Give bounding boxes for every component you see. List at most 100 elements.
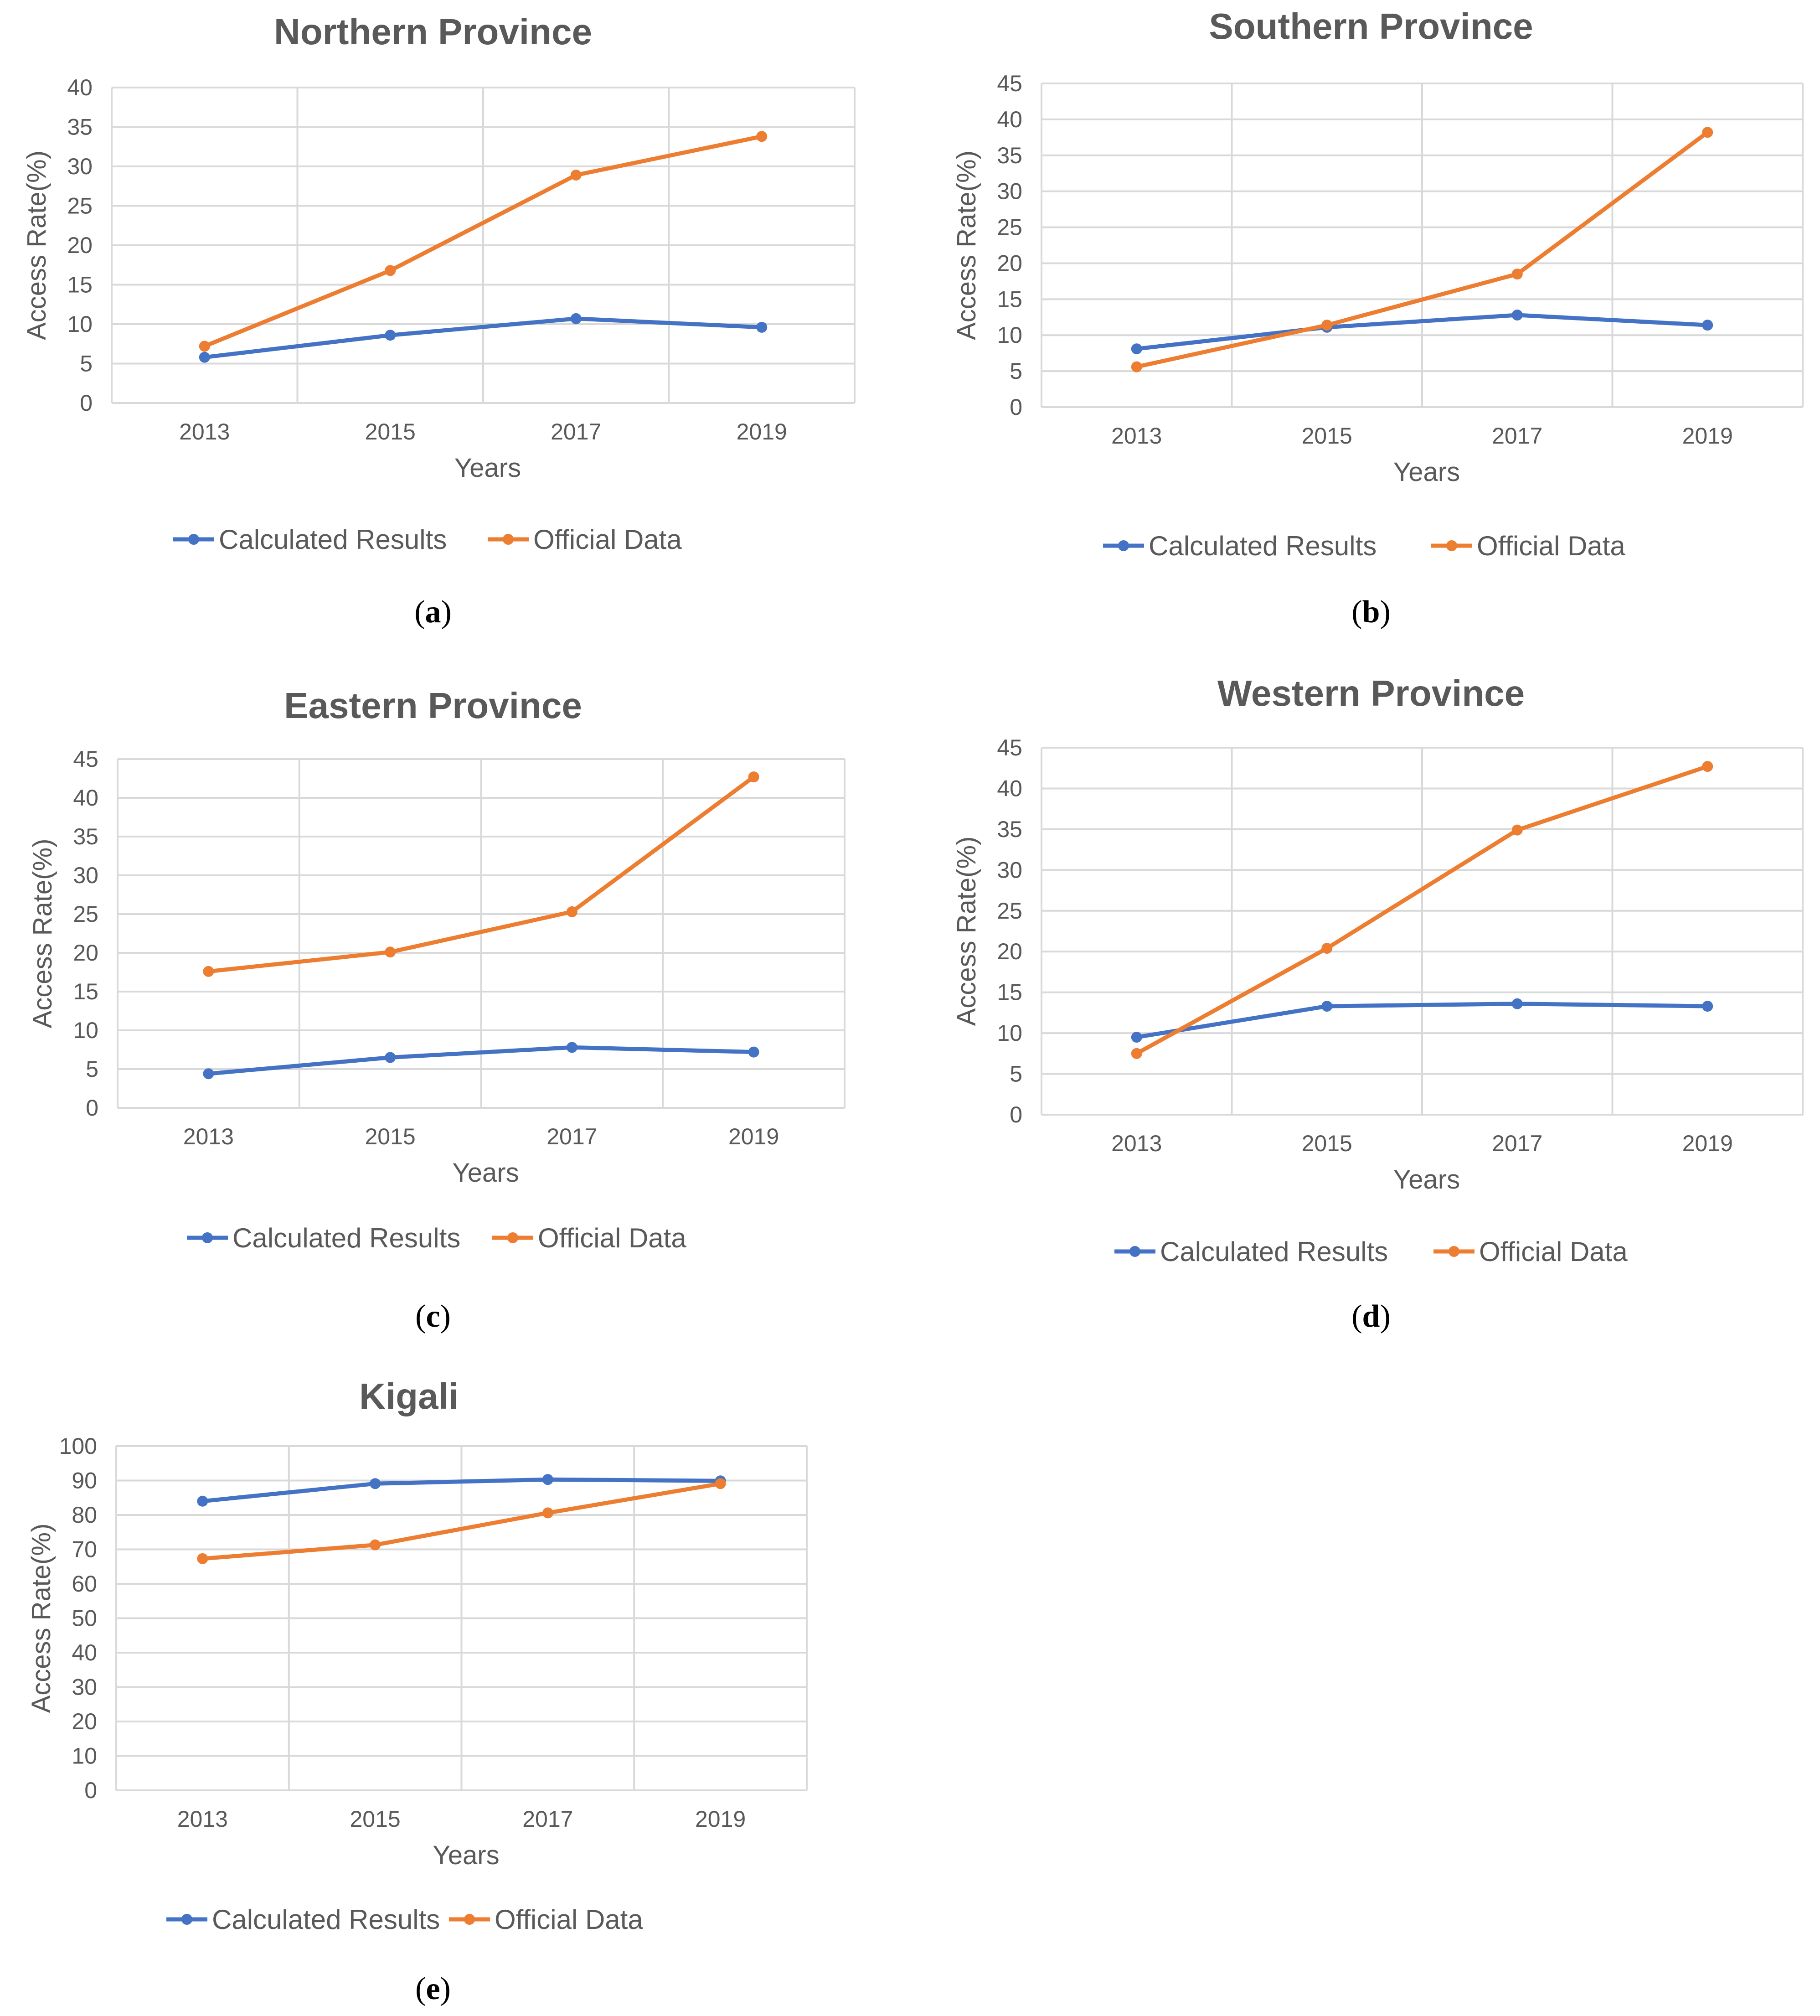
panel-label: a bbox=[425, 594, 441, 630]
legend-label: Official Data bbox=[495, 1904, 643, 1935]
y-tick-label: 40 bbox=[67, 75, 93, 100]
data-point bbox=[566, 906, 577, 917]
chart-panel-d: 0 5 10 15 20 25 30 35 40 45 2013 2015 2017 2019 Wester… bbox=[952, 673, 1804, 1334]
y-tick-label: 0 bbox=[1010, 394, 1022, 420]
y-tick-label: 0 bbox=[84, 1778, 97, 1803]
x-axis-title: Years bbox=[1393, 1165, 1460, 1194]
data-point bbox=[542, 1474, 553, 1485]
x-tick-label: 2015 bbox=[365, 419, 416, 445]
y-tick-label: 10 bbox=[997, 1020, 1022, 1046]
data-point bbox=[1511, 998, 1523, 1009]
data-point bbox=[385, 946, 396, 958]
data-point bbox=[385, 1052, 396, 1063]
x-tick-label: 2015 bbox=[1302, 423, 1352, 449]
x-tick-label: 2015 bbox=[1302, 1131, 1352, 1156]
series-line-official-data bbox=[202, 134, 764, 348]
data-point bbox=[199, 352, 210, 363]
data-point bbox=[1511, 824, 1523, 836]
y-tick-label: 20 bbox=[997, 939, 1022, 964]
data-point bbox=[1511, 269, 1523, 280]
y-tick-label: 40 bbox=[73, 785, 98, 811]
data-point bbox=[748, 771, 759, 783]
legend-marker bbox=[1129, 1246, 1140, 1257]
y-tick-label: 10 bbox=[72, 1743, 97, 1769]
legend-label: Calculated Results bbox=[1160, 1236, 1388, 1267]
x-tick-label: 2013 bbox=[183, 1124, 234, 1149]
data-point bbox=[715, 1478, 726, 1489]
legend-marker bbox=[464, 1914, 475, 1925]
x-axis-title: Years bbox=[454, 453, 521, 483]
chart-title: Western Province bbox=[1217, 673, 1525, 713]
y-tick-label: 70 bbox=[72, 1537, 97, 1562]
x-tick-label: 2019 bbox=[728, 1124, 779, 1149]
x-tick-label: 2017 bbox=[1492, 423, 1542, 449]
y-tick-label: 45 bbox=[73, 746, 98, 772]
chart-panel-e: 0 10 20 30 40 50 60 70 80 90 100 2013 2015 2017 2019 Ki… bbox=[26, 1376, 808, 2006]
x-tick-label: 2019 bbox=[1682, 423, 1733, 449]
y-tick-label: 5 bbox=[86, 1056, 98, 1082]
data-point bbox=[570, 170, 582, 181]
legend-label: Calculated Results bbox=[219, 524, 447, 555]
data-point bbox=[1511, 310, 1523, 321]
data-point bbox=[748, 1046, 759, 1058]
y-tick-label: 35 bbox=[997, 817, 1022, 842]
series-line-official-data bbox=[200, 1481, 723, 1561]
data-point bbox=[542, 1507, 553, 1519]
x-tick-label: 2019 bbox=[737, 419, 787, 445]
x-tick-label: 2019 bbox=[695, 1806, 746, 1832]
x-axis-title: Years bbox=[433, 1840, 499, 1870]
data-point bbox=[1702, 1001, 1713, 1012]
y-tick-label: 40 bbox=[72, 1640, 97, 1665]
data-point bbox=[1321, 1001, 1333, 1012]
legend-marker bbox=[1446, 540, 1457, 551]
series-line-calculated-results bbox=[200, 1477, 723, 1504]
y-axis-title: Access Rate(%) bbox=[22, 150, 52, 340]
y-tick-label: 90 bbox=[72, 1468, 97, 1494]
panel-caption: (c) bbox=[415, 1299, 451, 1334]
y-tick-label: 35 bbox=[73, 824, 98, 849]
y-tick-label: 20 bbox=[997, 250, 1022, 276]
y-tick-label: 25 bbox=[67, 193, 93, 219]
series-line-official-data bbox=[1134, 764, 1710, 1056]
y-tick-label: 0 bbox=[86, 1095, 98, 1121]
data-point bbox=[197, 1495, 208, 1507]
data-point bbox=[1131, 1032, 1142, 1043]
y-axis-title: Access Rate(%) bbox=[28, 839, 57, 1029]
legend-label: Official Data bbox=[538, 1223, 686, 1253]
x-tick-label: 2017 bbox=[551, 419, 601, 445]
y-tick-label: 45 bbox=[997, 735, 1022, 760]
y-tick-label: 10 bbox=[997, 322, 1022, 348]
y-tick-label: 15 bbox=[997, 286, 1022, 312]
chart-panel-c: 0 5 10 15 20 25 30 35 40 45 2013 2015 2017 2019 Easter… bbox=[28, 685, 846, 1334]
x-tick-label: 2013 bbox=[177, 1806, 228, 1832]
y-tick-label: 15 bbox=[73, 979, 98, 1004]
data-point bbox=[370, 1539, 381, 1551]
data-point bbox=[1131, 343, 1142, 355]
y-tick-label: 40 bbox=[997, 775, 1022, 801]
data-point bbox=[1321, 943, 1333, 954]
y-tick-label: 5 bbox=[1010, 1061, 1022, 1087]
y-tick-label: 35 bbox=[67, 114, 93, 140]
y-tick-label: 60 bbox=[72, 1571, 97, 1597]
data-point bbox=[1702, 761, 1713, 772]
x-tick-label: 2015 bbox=[365, 1124, 416, 1149]
x-tick-label: 2013 bbox=[1111, 1131, 1162, 1156]
x-tick-label: 2019 bbox=[1682, 1131, 1733, 1156]
y-tick-label: 20 bbox=[72, 1709, 97, 1734]
data-point bbox=[197, 1553, 208, 1564]
data-point bbox=[203, 966, 214, 977]
y-tick-label: 25 bbox=[997, 215, 1022, 240]
data-point bbox=[203, 1068, 214, 1080]
y-tick-label: 30 bbox=[997, 857, 1022, 883]
x-tick-label: 2017 bbox=[522, 1806, 573, 1832]
chart-title: Kigali bbox=[359, 1376, 459, 1416]
panel-label: e bbox=[426, 1971, 440, 2006]
y-tick-label: 30 bbox=[73, 863, 98, 888]
y-tick-label: 25 bbox=[73, 901, 98, 927]
x-tick-label: 2015 bbox=[350, 1806, 401, 1832]
data-point bbox=[199, 341, 210, 352]
legend-label: Official Data bbox=[1479, 1236, 1628, 1267]
y-tick-label: 25 bbox=[997, 898, 1022, 924]
series-line-official-data bbox=[1134, 130, 1710, 369]
